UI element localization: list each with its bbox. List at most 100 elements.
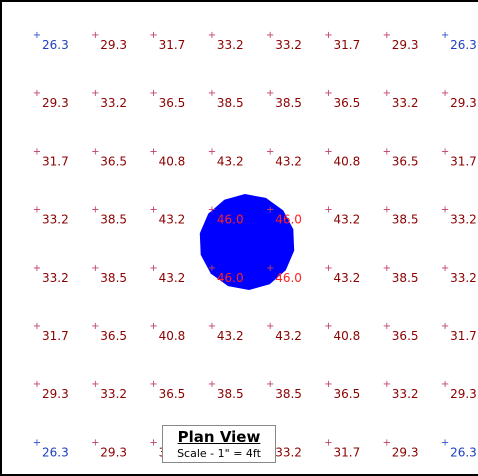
grid-value: 43.2	[275, 154, 302, 168]
grid-value: 43.2	[217, 154, 244, 168]
grid-point-marker: +	[33, 205, 41, 216]
grid-value: 31.7	[42, 329, 69, 343]
grid-value: 36.5	[100, 329, 127, 343]
grid-point-marker: +	[266, 263, 274, 274]
grid-point-marker: +	[91, 437, 99, 448]
grid-point-marker: +	[91, 205, 99, 216]
grid-value: 33.2	[275, 445, 302, 459]
grid-value: 46.0	[275, 213, 302, 227]
grid-value: 46.0	[217, 271, 244, 285]
grid-point-marker: +	[149, 88, 157, 99]
grid-point-marker: +	[208, 146, 216, 157]
plan-title-box: Plan View Scale - 1" = 4ft	[162, 425, 276, 463]
grid-value: 38.5	[100, 271, 127, 285]
grid-value: 36.5	[100, 154, 127, 168]
grid-point-marker: +	[383, 88, 391, 99]
grid-value: 29.3	[392, 38, 419, 52]
grid-value: 43.2	[275, 329, 302, 343]
grid-value: 36.5	[334, 96, 361, 110]
grid-point-marker: +	[33, 263, 41, 274]
grid-point-marker: +	[441, 263, 449, 274]
grid-point-marker: +	[441, 205, 449, 216]
grid-value: 26.3	[42, 38, 69, 52]
grid-point-marker: +	[208, 88, 216, 99]
grid-point-marker: +	[91, 30, 99, 41]
grid-point-marker: +	[208, 263, 216, 274]
plan-title: Plan View	[177, 428, 261, 446]
grid-value: 29.3	[100, 445, 127, 459]
scale-label: Scale - 1" = 4ft	[177, 447, 261, 460]
grid-value: 38.5	[392, 271, 419, 285]
grid-value: 29.3	[450, 96, 477, 110]
grid-point-marker: +	[441, 146, 449, 157]
grid-point-marker: +	[324, 321, 332, 332]
grid-point-marker: +	[383, 263, 391, 274]
grid-point-marker: +	[324, 379, 332, 390]
grid-value: 29.3	[392, 445, 419, 459]
grid-point-marker: +	[383, 379, 391, 390]
grid-value: 38.5	[100, 213, 127, 227]
grid-value: 43.2	[334, 213, 361, 227]
grid-value: 31.7	[42, 154, 69, 168]
grid-value: 36.5	[159, 96, 186, 110]
grid-value: 38.5	[217, 96, 244, 110]
grid-value: 43.2	[159, 271, 186, 285]
grid-point-marker: +	[91, 146, 99, 157]
grid-point-marker: +	[324, 437, 332, 448]
grid-point-marker: +	[149, 437, 157, 448]
grid-value: 26.3	[42, 445, 69, 459]
grid-point-marker: +	[91, 88, 99, 99]
grid-value: 31.7	[450, 154, 477, 168]
grid-point-marker: +	[91, 321, 99, 332]
grid-value: 33.2	[100, 387, 127, 401]
grid-point-marker: +	[149, 321, 157, 332]
grid-value: 38.5	[275, 387, 302, 401]
grid-point-marker: +	[324, 30, 332, 41]
grid-point-marker: +	[383, 30, 391, 41]
grid-value: 38.5	[392, 213, 419, 227]
grid-point-marker: +	[208, 321, 216, 332]
luminaire-fixture	[199, 194, 295, 290]
grid-value: 29.3	[42, 387, 69, 401]
grid-point-marker: +	[33, 379, 41, 390]
grid-value: 36.5	[392, 329, 419, 343]
grid-value: 43.2	[217, 329, 244, 343]
grid-value: 38.5	[217, 387, 244, 401]
grid-point-marker: +	[33, 146, 41, 157]
grid-point-marker: +	[266, 205, 274, 216]
grid-point-marker: +	[383, 146, 391, 157]
grid-point-marker: +	[324, 263, 332, 274]
grid-point-marker: +	[266, 379, 274, 390]
grid-point-marker: +	[441, 30, 449, 41]
grid-point-marker: +	[149, 205, 157, 216]
grid-point-marker: +	[266, 146, 274, 157]
grid-point-marker: +	[324, 205, 332, 216]
grid-value: 36.5	[392, 154, 419, 168]
grid-value: 31.7	[159, 38, 186, 52]
grid-value: 33.2	[450, 213, 477, 227]
grid-value: 40.8	[159, 329, 186, 343]
grid-point-marker: +	[208, 30, 216, 41]
grid-point-marker: +	[441, 88, 449, 99]
grid-point-marker: +	[33, 30, 41, 41]
grid-point-marker: +	[149, 263, 157, 274]
grid-value: 33.2	[42, 213, 69, 227]
grid-point-marker: +	[208, 205, 216, 216]
grid-value: 36.5	[159, 387, 186, 401]
grid-value: 31.7	[450, 329, 477, 343]
grid-value: 46.0	[275, 271, 302, 285]
grid-value: 33.2	[392, 96, 419, 110]
grid-value: 31.7	[334, 38, 361, 52]
grid-value: 26.3	[450, 38, 477, 52]
grid-value: 46.0	[217, 213, 244, 227]
grid-point-marker: +	[324, 88, 332, 99]
grid-point-marker: +	[383, 321, 391, 332]
grid-point-marker: +	[441, 379, 449, 390]
grid-value: 33.2	[217, 38, 244, 52]
grid-point-marker: +	[33, 88, 41, 99]
grid-value: 29.3	[42, 96, 69, 110]
grid-value: 33.2	[450, 271, 477, 285]
grid-point-marker: +	[383, 437, 391, 448]
grid-value: 36.5	[334, 387, 361, 401]
grid-value: 29.3	[450, 387, 477, 401]
